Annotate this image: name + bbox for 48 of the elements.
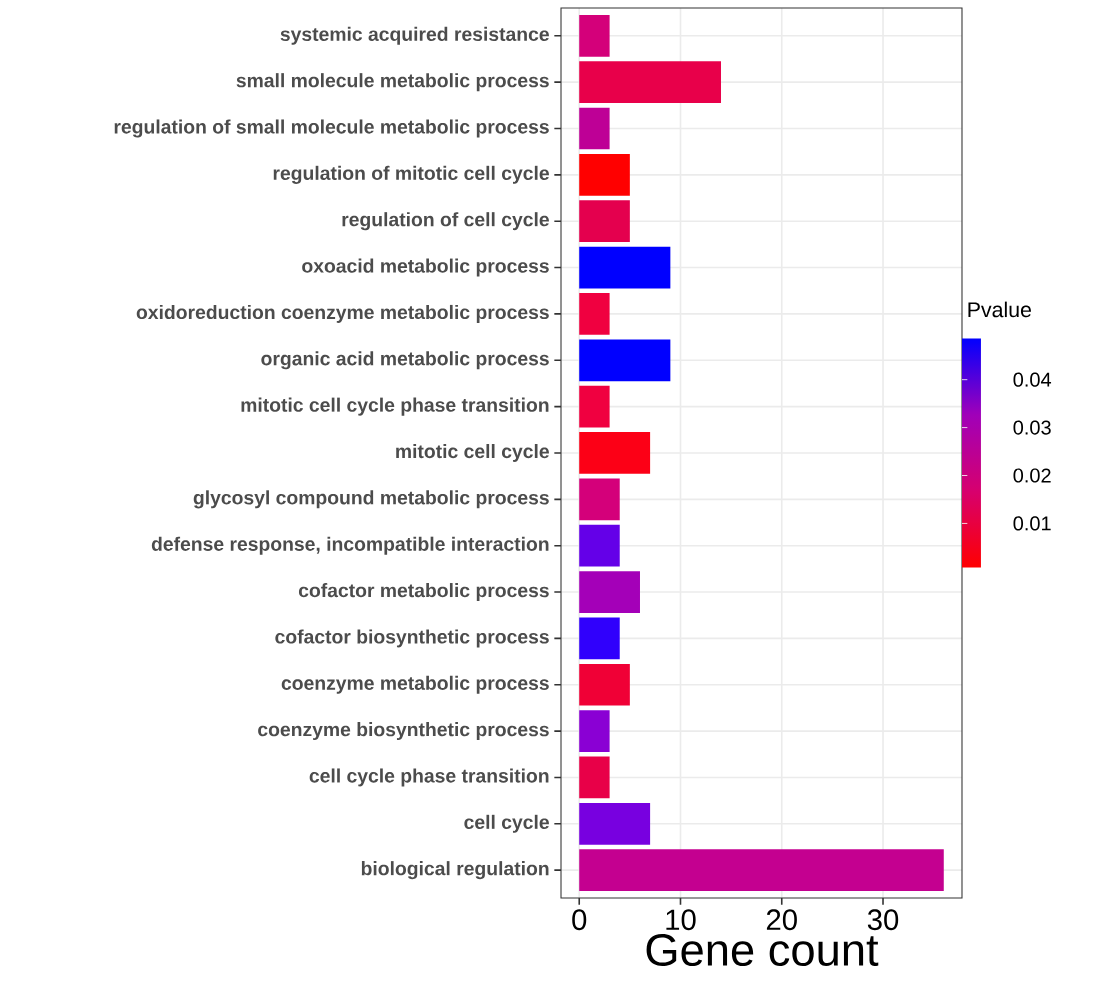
y-tick-label: coenzyme metabolic process (281, 675, 549, 694)
y-tick-label: cofactor biosynthetic process (275, 629, 549, 648)
x-tick-label: 20 (766, 909, 797, 931)
y-tick-label: regulation of cell cycle (342, 212, 549, 231)
color-bar-label: 0.02 (1013, 468, 1051, 483)
y-tick-label: oxoacid metabolic process (302, 258, 549, 277)
y-tick-label: cofactor metabolic process (298, 583, 549, 602)
bar (579, 154, 630, 196)
y-tick-label: coenzyme biosynthetic process (258, 722, 549, 741)
bar (579, 432, 651, 474)
y-tick-label: biological regulation (361, 861, 549, 880)
bar (579, 524, 620, 567)
bar (579, 385, 610, 428)
bar (579, 617, 620, 660)
bar (579, 107, 610, 150)
x-axis-title: Gene count (646, 933, 879, 967)
color-bar-label: 0.01 (1013, 516, 1051, 531)
color-bar-label: 0.04 (1013, 372, 1052, 387)
color-bar-label: 0.03 (1013, 420, 1051, 435)
bar (579, 802, 651, 845)
y-tick-label: organic acid metabolic process (261, 351, 549, 370)
bar (579, 14, 610, 57)
x-tick-label: 30 (867, 909, 899, 931)
y-tick-label: regulation of small molecule metabolic process (114, 119, 549, 138)
bar (579, 663, 630, 706)
y-tick-label: cell cycle (464, 814, 549, 833)
y-tick-label: defense response, incompatible interaction (151, 536, 549, 555)
bar (579, 339, 671, 382)
y-tick-label: systemic acquired resistance (280, 26, 549, 45)
bar (579, 61, 721, 104)
color-bar-title: Pvalue (968, 301, 1031, 318)
bar (579, 200, 630, 243)
y-tick-label: mitotic cell cycle (396, 443, 549, 462)
y-tick-label: cell cycle phase transition (309, 768, 549, 787)
y-tick-label: glycosyl compound metabolic process (193, 490, 549, 509)
x-tick-label: 10 (666, 909, 696, 931)
bar (579, 293, 610, 335)
bar (579, 756, 610, 799)
bar (579, 710, 610, 752)
bar (579, 478, 620, 521)
y-tick-label: regulation of mitotic cell cycle (273, 165, 549, 184)
y-tick-label: mitotic cell cycle phase transition (241, 397, 549, 416)
bar (579, 246, 671, 289)
y-tick-label: small molecule metabolic process (236, 73, 549, 92)
y-tick-label: oxidoreduction coenzyme metabolic process (136, 304, 549, 323)
bar (579, 571, 640, 613)
x-tick-label: 0 (572, 909, 587, 931)
bar (579, 849, 944, 892)
